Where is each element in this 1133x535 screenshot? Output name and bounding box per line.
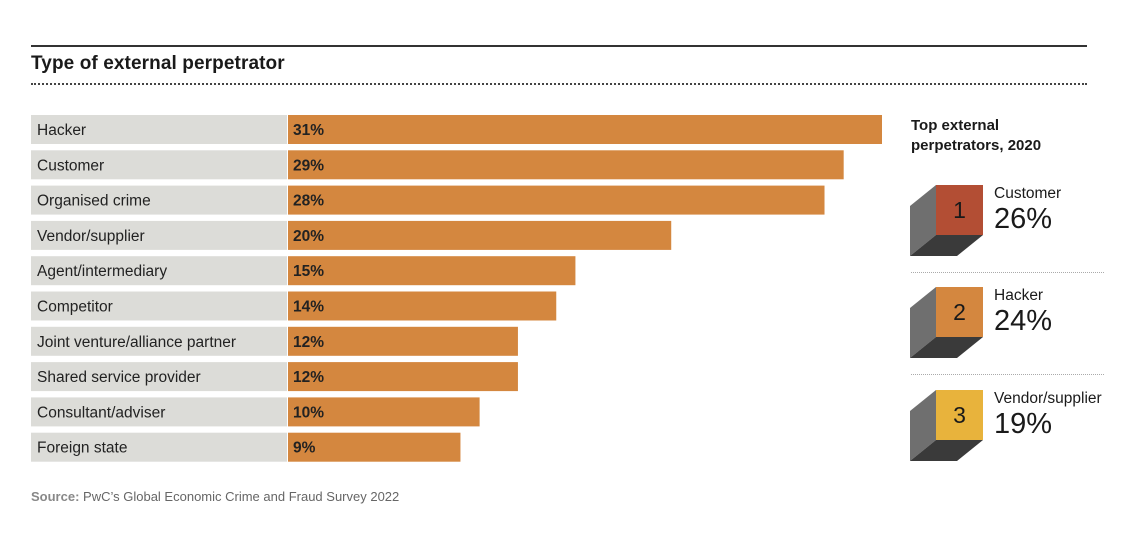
rank-3-value: 19% — [994, 408, 1053, 440]
rank-separator — [911, 374, 1104, 375]
cube-bottom-face — [910, 235, 983, 256]
category-label-bg — [31, 220, 287, 250]
category-label: Consultant/adviser — [37, 404, 165, 421]
category-label: Competitor — [37, 299, 113, 316]
category-label: Vendor/supplier — [37, 228, 145, 245]
category-label-bg — [31, 150, 287, 180]
bar-value-label: 12% — [293, 369, 324, 386]
category-label: Organised crime — [37, 193, 151, 210]
source-text: PwC’s Global Economic Crime and Fraud Su… — [83, 489, 400, 504]
bar — [288, 185, 825, 215]
cube-rank-number: 3 — [953, 402, 966, 428]
sidebar-title: Top external perpetrators, 2020 — [911, 117, 1042, 154]
rank-2-cube-icon: 2 — [910, 287, 983, 358]
category-label-bg — [31, 362, 287, 392]
rank-separator — [911, 272, 1104, 273]
category-label-bg — [31, 432, 287, 462]
cube-rank-number: 1 — [953, 197, 966, 223]
rank-1-name: Customer — [994, 185, 1062, 202]
bar-value-label: 28% — [293, 193, 324, 210]
cube-front-face — [936, 390, 983, 440]
cube-bottom-face — [910, 440, 983, 461]
bar-value-label: 14% — [293, 299, 324, 316]
bar — [288, 256, 576, 286]
category-label: Customer — [37, 157, 104, 174]
category-label-bg — [31, 326, 287, 356]
source-label: Source: — [31, 489, 80, 504]
bar — [288, 150, 844, 180]
category-label-bg — [31, 397, 287, 427]
category-label: Agent/intermediary — [37, 263, 167, 280]
cube-bottom-face — [910, 337, 983, 358]
category-label: Foreign state — [37, 440, 127, 457]
bar-value-label: 31% — [293, 122, 324, 139]
bar-value-label: 12% — [293, 334, 324, 351]
bar-value-label: 9% — [293, 440, 316, 457]
category-label-bg — [31, 291, 287, 321]
rank-3-cube-icon: 3 — [910, 390, 983, 461]
cube-front-face — [936, 185, 983, 235]
category-label: Shared service provider — [37, 369, 201, 386]
bar — [288, 432, 461, 462]
source-note: Source: PwC’s Global Economic Crime and … — [31, 489, 399, 504]
top-rule — [31, 45, 1087, 47]
cube-front-face — [936, 287, 983, 337]
category-label: Joint venture/alliance partner — [37, 334, 236, 351]
chart-title: Type of external perpetrator — [31, 53, 285, 74]
category-label: Hacker — [37, 122, 86, 139]
cube-rank-number: 2 — [953, 299, 966, 325]
category-label-bg — [31, 256, 287, 286]
rank-3-name: Vendor/supplier — [994, 390, 1102, 407]
category-label-bg — [31, 115, 287, 144]
bar — [288, 220, 672, 250]
rank-1-cube-icon: 1 — [910, 185, 983, 256]
bar-value-label: 20% — [293, 228, 324, 245]
cube-side-face — [910, 287, 936, 358]
bar — [288, 362, 518, 392]
cube-side-face — [910, 390, 936, 461]
cube-side-face — [910, 185, 936, 256]
bar-value-label: 29% — [293, 157, 324, 174]
rank-2-name: Hacker — [994, 287, 1044, 304]
dotted-divider — [31, 83, 1087, 85]
bar-value-label: 15% — [293, 263, 324, 280]
category-label-bg — [31, 185, 287, 215]
bar — [288, 291, 557, 321]
bar — [288, 397, 480, 427]
rank-1-value: 26% — [994, 203, 1053, 235]
rank-2-value: 24% — [994, 305, 1053, 337]
bar-value-label: 10% — [293, 404, 324, 421]
bar-chart: Hacker 31% Customer 29% Organised crime 28% Ve… — [31, 115, 882, 462]
bar — [288, 326, 518, 356]
bar — [288, 115, 882, 144]
